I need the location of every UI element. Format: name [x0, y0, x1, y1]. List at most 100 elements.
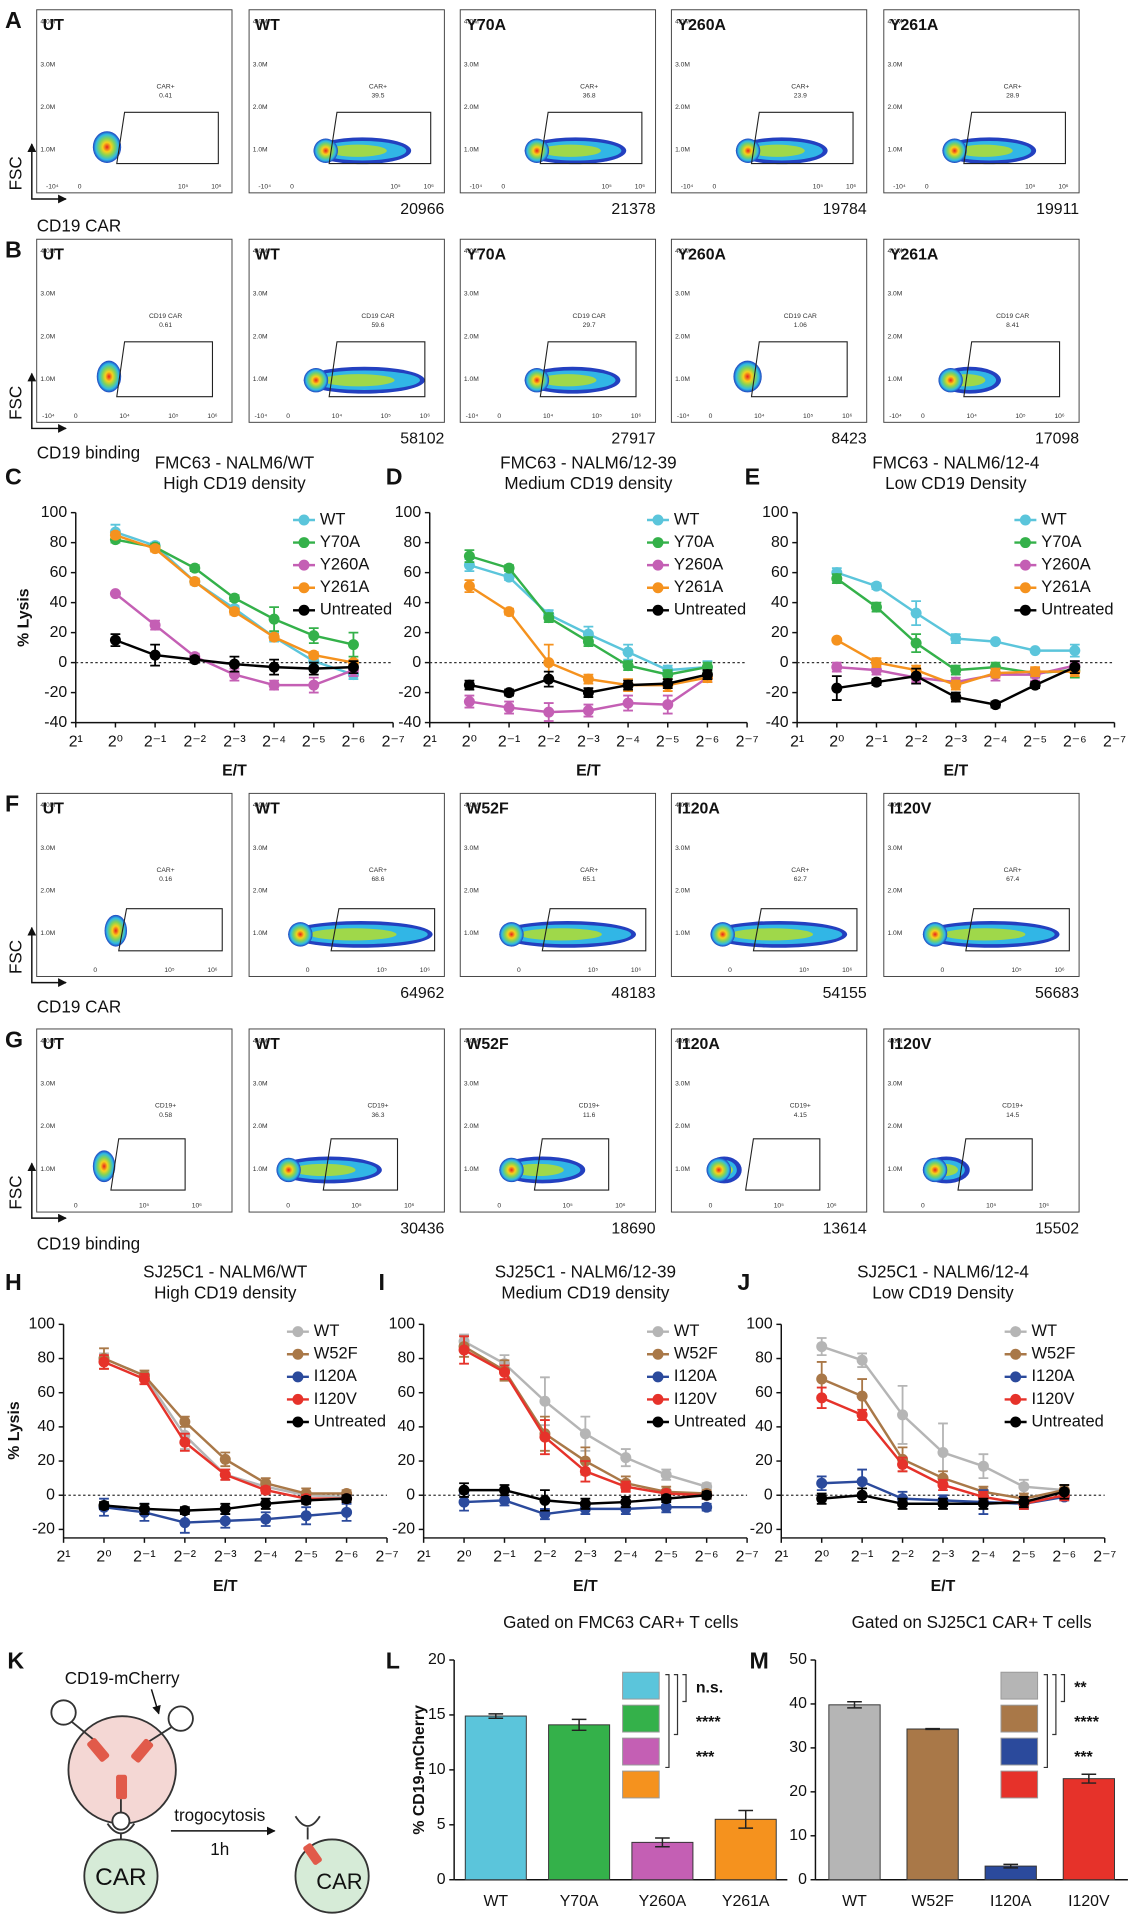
x-tick-label: I120A	[990, 1893, 1032, 1910]
density	[524, 138, 550, 163]
sample-label: Y260A	[678, 17, 727, 34]
legend-marker	[1019, 514, 1031, 526]
legend-marker	[292, 1348, 304, 1360]
gate-value: 28.9	[1006, 93, 1019, 100]
data-point	[937, 1498, 949, 1510]
x-tick-label: 2⁻⁴	[983, 733, 1007, 750]
gate-name: CD19 CAR	[149, 313, 182, 320]
data-point	[989, 667, 1001, 679]
gate-name: CAR+	[369, 83, 387, 90]
y-tick-label: 60	[771, 564, 789, 581]
y-tick-label: 4.0M	[40, 248, 55, 255]
x-tick-label: 2¹	[423, 733, 437, 750]
gate-name: CD19 CAR	[361, 313, 394, 320]
data-point	[260, 1498, 272, 1510]
gate-value: 8.41	[1006, 322, 1019, 329]
data-point	[977, 1460, 989, 1472]
legend-marker	[1010, 1393, 1022, 1405]
data-point	[870, 580, 882, 592]
data-point	[1018, 1496, 1030, 1508]
data-point	[897, 1498, 909, 1510]
gate-name: CAR+	[791, 867, 809, 874]
x-tick-label: 2⁻⁷	[1093, 1549, 1116, 1566]
y-tick-label: 3.0M	[675, 845, 690, 852]
y-tick-label: 3.0M	[40, 845, 55, 852]
data-point	[1029, 645, 1041, 657]
y-tick-label: 15	[428, 1706, 446, 1723]
y-tick-label: 80	[404, 534, 422, 551]
bar	[1062, 1778, 1115, 1881]
y-tick-label: -40	[44, 714, 67, 731]
flow-plot: CAR+ 39.5 WT4.0M 3.0M 2.0M 1.0M -10⁴ 0 10⁵ 10⁶ 209…	[248, 9, 445, 218]
mfi-value: 56683	[1035, 985, 1079, 1002]
significance-label: ****	[696, 1714, 722, 1731]
x-tick-label: 2¹	[69, 733, 83, 750]
data-point	[189, 654, 201, 666]
plot-frame	[670, 792, 868, 977]
x-tick-label: 10⁶	[1039, 1203, 1049, 1210]
gate	[963, 341, 1061, 398]
y-tick-label: 1.0M	[464, 930, 479, 937]
y-tick-label: 80	[37, 1350, 55, 1367]
y-tick-label: 60	[404, 564, 422, 581]
density	[749, 144, 805, 157]
y-tick-label: 20	[789, 1783, 807, 1800]
sample-label: Y70A	[466, 246, 506, 263]
x-tick-label: 10⁵	[602, 184, 612, 191]
x-axis-label: CD19 binding	[37, 1235, 140, 1254]
y-tick-label: 4.0M	[887, 802, 902, 809]
chart: E FMC63 - NALM6/12-4 Low CD19 Density -40 -2…	[745, 453, 1127, 779]
mfi-value: 19784	[823, 201, 867, 218]
data-point	[179, 1517, 191, 1529]
y-tick-label: 3.0M	[675, 291, 690, 298]
data-point	[308, 679, 320, 691]
x-tick-label: 0	[501, 184, 505, 191]
data-point	[300, 1510, 312, 1522]
x-tick-label: -10⁴	[889, 413, 902, 420]
gate-name: CD19+	[579, 1103, 600, 1110]
plot-frame	[883, 238, 1080, 423]
plot-frame	[36, 792, 233, 977]
sample-label: Y260A	[678, 246, 727, 263]
legend-label: W52F	[674, 1345, 718, 1363]
x-tick-label: 10⁵	[986, 1203, 996, 1210]
error-bar	[847, 1701, 862, 1709]
legend-marker	[1010, 1326, 1022, 1338]
x-tick-label: 2⁻⁴	[262, 733, 286, 750]
density	[706, 1157, 731, 1183]
data-point	[308, 663, 320, 675]
data-point	[660, 1493, 672, 1505]
y-tick-label: 30	[789, 1739, 807, 1756]
x-tick-label: 10⁶	[842, 967, 852, 974]
x-tick-label: 10⁵	[799, 967, 809, 974]
data-point	[219, 1453, 231, 1465]
y-tick-label: 40	[50, 594, 68, 611]
data-point	[463, 696, 475, 708]
data-point	[701, 669, 713, 681]
legend-label: WT	[314, 1322, 340, 1340]
y-tick-label: 2.0M	[253, 333, 268, 340]
x-tick-label: 0	[497, 413, 501, 420]
y-tick-label: 3.0M	[253, 61, 268, 68]
legend-label: Untreated	[320, 601, 392, 619]
panel-letter: M	[750, 1648, 769, 1674]
y-tick-label: 60	[37, 1384, 55, 1401]
y-tick-label: 4.0M	[464, 248, 479, 255]
chart-title: FMC63 - NALM6/WT	[155, 453, 315, 472]
y-tick-label: 1.0M	[675, 930, 690, 937]
x-tick-label: WT	[483, 1893, 508, 1910]
x-tick-label: 2⁻⁶	[695, 1549, 719, 1566]
y-tick-label: 0	[437, 1871, 446, 1888]
sample-label: I120V	[890, 1036, 932, 1053]
x-tick-label: 0	[93, 967, 97, 974]
error-bar	[571, 1718, 587, 1732]
data-point	[989, 699, 1001, 711]
legend-label: I120V	[674, 1390, 717, 1408]
flow-plot: CD19+ 0.58 UT4.0M 3.0M 2.0M 1.0M 0 10⁵ 10⁶	[36, 1028, 233, 1213]
x-tick-label: -10⁴	[893, 184, 906, 191]
x-tick-label: 0	[921, 1203, 925, 1210]
